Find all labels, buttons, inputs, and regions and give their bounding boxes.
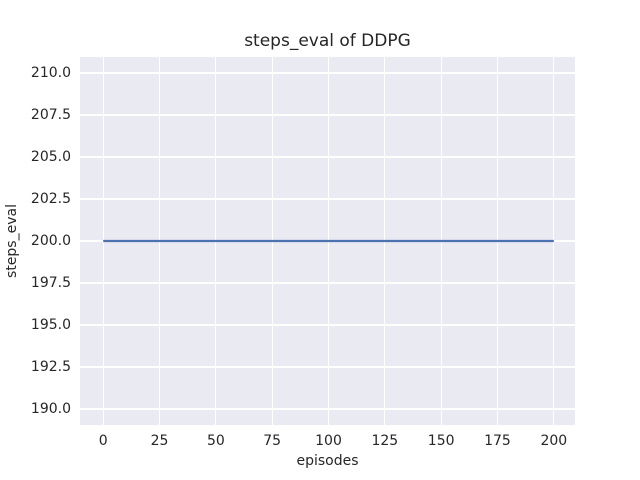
gridline-horizontal (80, 114, 575, 116)
x-tick-label: 25 (150, 433, 169, 449)
gridline-horizontal (80, 366, 575, 368)
y-tick-label: 192.5 (30, 359, 71, 376)
x-tick-label: 50 (206, 433, 225, 449)
y-tick-label: 207.5 (30, 106, 71, 123)
chart-title: steps_eval of DDPG (244, 31, 411, 51)
x-tick-label: 150 (427, 433, 455, 449)
x-tick-label: 125 (371, 433, 399, 449)
gridline-horizontal (80, 198, 575, 200)
x-tick-label: 200 (540, 433, 568, 449)
y-tick-label: 197.5 (30, 275, 71, 291)
x-tick-label: 100 (315, 433, 342, 449)
x-tick-label: 0 (98, 433, 108, 449)
gridline-horizontal (80, 282, 575, 284)
gridline-horizontal (80, 324, 575, 326)
plot-area (80, 57, 575, 425)
x-axis-label: episodes (296, 453, 359, 469)
y-tick-label: 200.0 (30, 233, 71, 249)
series-layer (103, 239, 554, 243)
gridline-horizontal (80, 408, 575, 410)
x-tick-label: 75 (263, 433, 282, 449)
gridline-horizontal (80, 156, 575, 158)
gridline-horizontal (80, 72, 575, 74)
x-tick-label: 175 (484, 433, 511, 449)
y-tick-label: 205.0 (30, 148, 71, 165)
y-tick-label: 202.5 (30, 190, 71, 207)
y-tick-label: 210.0 (30, 64, 71, 81)
y-tick-label: 190.0 (30, 401, 71, 418)
y-tick-label: 195.0 (30, 317, 71, 334)
